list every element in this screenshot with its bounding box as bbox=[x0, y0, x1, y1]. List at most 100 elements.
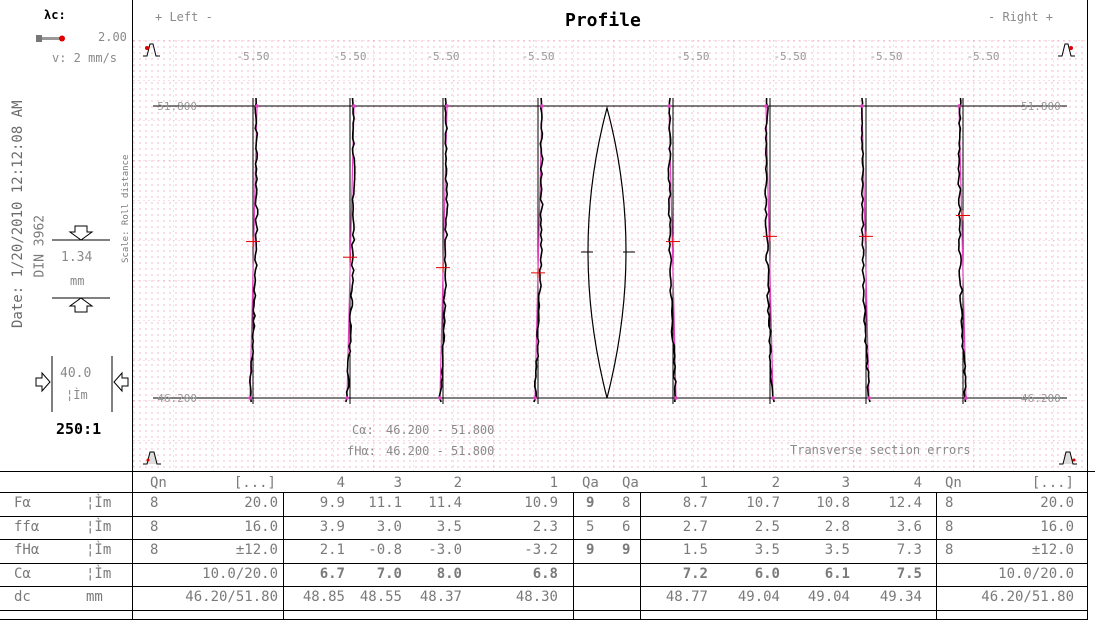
nominal-profile-line bbox=[534, 105, 543, 399]
right-tooth-value: 1.5 bbox=[682, 542, 708, 558]
quality-achieved-left: 5 bbox=[586, 518, 595, 535]
tolerance-left: ±12.0 bbox=[235, 542, 278, 558]
top-tick-label: -5.50 bbox=[773, 50, 806, 63]
endpoint-dot bbox=[667, 104, 671, 108]
left-tooth-value: 2.1 bbox=[319, 542, 345, 558]
right-tooth-value: 49.04 bbox=[807, 589, 850, 605]
endpoint-dot bbox=[445, 104, 449, 108]
c-alpha-label: Cα: bbox=[352, 423, 374, 437]
left-tooth-value: 6.8 bbox=[532, 565, 558, 582]
tolerance-right: 16.0 bbox=[1040, 518, 1074, 535]
lambda-label: λc: bbox=[44, 8, 66, 22]
row-label: Fα bbox=[14, 495, 31, 511]
left-panel-border bbox=[132, 0, 133, 620]
date-stamp: Date: 1/20/2010 12:12:08 AM bbox=[10, 100, 26, 328]
table-rule bbox=[0, 539, 1087, 540]
measured-profile-trace bbox=[667, 97, 677, 403]
row-unit: ¦Ìm bbox=[86, 542, 112, 558]
profile-symbol-icon bbox=[141, 40, 161, 62]
table-header-cell: 2 bbox=[771, 475, 780, 491]
profile-symbol-icon bbox=[1057, 40, 1077, 62]
tolerance-right: ±12.0 bbox=[1031, 542, 1074, 558]
scale-bar: 1.34 mm bbox=[48, 222, 114, 318]
row-label: fHα bbox=[14, 542, 40, 558]
amp-value: 40.0 bbox=[60, 366, 92, 381]
left-tooth-value: -0.8 bbox=[368, 542, 402, 558]
endpoint-dot bbox=[964, 396, 968, 400]
right-tooth-value: 7.5 bbox=[896, 565, 922, 582]
left-tooth-value: 48.55 bbox=[359, 589, 402, 605]
right-tooth-value: 48.77 bbox=[665, 589, 708, 605]
endpoint-dot bbox=[674, 396, 678, 400]
quality-achieved-right: 8 bbox=[622, 495, 631, 511]
top-tick-label: -5.50 bbox=[426, 50, 459, 63]
measured-profile-trace bbox=[764, 97, 775, 403]
endpoint-dot bbox=[345, 396, 349, 400]
table-rule bbox=[0, 492, 1087, 493]
measured-profile-trace bbox=[345, 97, 356, 403]
scale-unit: mm bbox=[70, 274, 85, 288]
measured-profile-trace bbox=[438, 97, 449, 403]
magnification-ratio: 250:1 bbox=[56, 420, 102, 438]
endpoint-dot bbox=[533, 396, 537, 400]
row-label: dc bbox=[14, 589, 31, 605]
tolerance-left: 16.0 bbox=[244, 518, 278, 535]
endpoint-dot bbox=[957, 104, 961, 108]
top-tick-label: -5.50 bbox=[869, 50, 902, 63]
endpoint-dot bbox=[860, 104, 864, 108]
left-tooth-value: 10.9 bbox=[524, 495, 558, 511]
right-tooth-value: 6.0 bbox=[754, 565, 780, 582]
table-rule bbox=[0, 609, 1087, 611]
top-tick-label: -5.50 bbox=[521, 50, 554, 63]
left-tooth-value: 6.7 bbox=[319, 565, 345, 582]
speed-label: v: 2 mm/s bbox=[52, 51, 118, 65]
quality-class-left: 8 bbox=[150, 495, 159, 511]
quality-class-right: 8 bbox=[945, 542, 954, 558]
quality-achieved-right: 6 bbox=[622, 518, 631, 535]
table-rule bbox=[936, 492, 937, 620]
left-tooth-value: 2.3 bbox=[532, 518, 558, 535]
right-flank-label: - Right + bbox=[988, 10, 1054, 24]
table-rule bbox=[573, 492, 574, 620]
left-flank-label: + Left - bbox=[155, 10, 213, 24]
table-header-cell: 4 bbox=[336, 475, 345, 491]
left-tooth-value: 9.9 bbox=[319, 495, 345, 511]
page-title: Profile bbox=[565, 10, 641, 31]
table-header-cell: Qa bbox=[622, 475, 639, 491]
right-tooth-value: 3.5 bbox=[754, 542, 780, 558]
row-unit: ¦Ìm bbox=[86, 565, 112, 582]
table-header-cell: 1 bbox=[549, 475, 558, 491]
table-rule bbox=[0, 562, 1087, 564]
profile-symbol-icon bbox=[1057, 448, 1081, 470]
tolerance-right: 46.20/51.80 bbox=[981, 589, 1074, 605]
right-tooth-value: 6.1 bbox=[824, 565, 850, 582]
measured-profile-trace bbox=[860, 97, 871, 403]
nominal-profile-line bbox=[958, 105, 967, 399]
quality-achieved-left: 9 bbox=[586, 542, 595, 558]
endpoint-dot bbox=[867, 396, 871, 400]
row-unit: ¦Ìm bbox=[86, 495, 112, 511]
scale-caption: Scale: Roll distance bbox=[121, 154, 131, 263]
left-tooth-value: 48.37 bbox=[419, 589, 462, 605]
amplitude-bar: 40.0 ¦Ìm bbox=[34, 352, 130, 416]
table-rule bbox=[0, 586, 1087, 587]
tolerance-left: 10.0/20.0 bbox=[202, 565, 278, 582]
nominal-profile-line bbox=[249, 105, 258, 399]
table-rule bbox=[1087, 472, 1088, 620]
c-alpha-range: 46.200 - 51.800 bbox=[386, 423, 495, 437]
right-tooth-value: 2.7 bbox=[682, 518, 708, 535]
y-label-lower: 46.200 bbox=[157, 392, 197, 405]
table-rule bbox=[0, 515, 1087, 517]
endpoint-dot bbox=[248, 396, 252, 400]
table-rule bbox=[283, 492, 284, 620]
left-tooth-value: 8.0 bbox=[436, 565, 462, 582]
left-tooth-value: 3.9 bbox=[319, 518, 345, 535]
right-tooth-value: 2.5 bbox=[754, 518, 780, 535]
table-header-cell: Qn bbox=[150, 475, 167, 491]
row-unit: mm bbox=[86, 589, 103, 605]
tolerance-left: 20.0 bbox=[244, 495, 278, 511]
measured-profile-trace bbox=[957, 97, 967, 403]
endpoint-dot bbox=[540, 104, 544, 108]
lambda-value: 2.00 bbox=[98, 30, 127, 44]
right-tooth-value: 2.8 bbox=[824, 518, 850, 535]
